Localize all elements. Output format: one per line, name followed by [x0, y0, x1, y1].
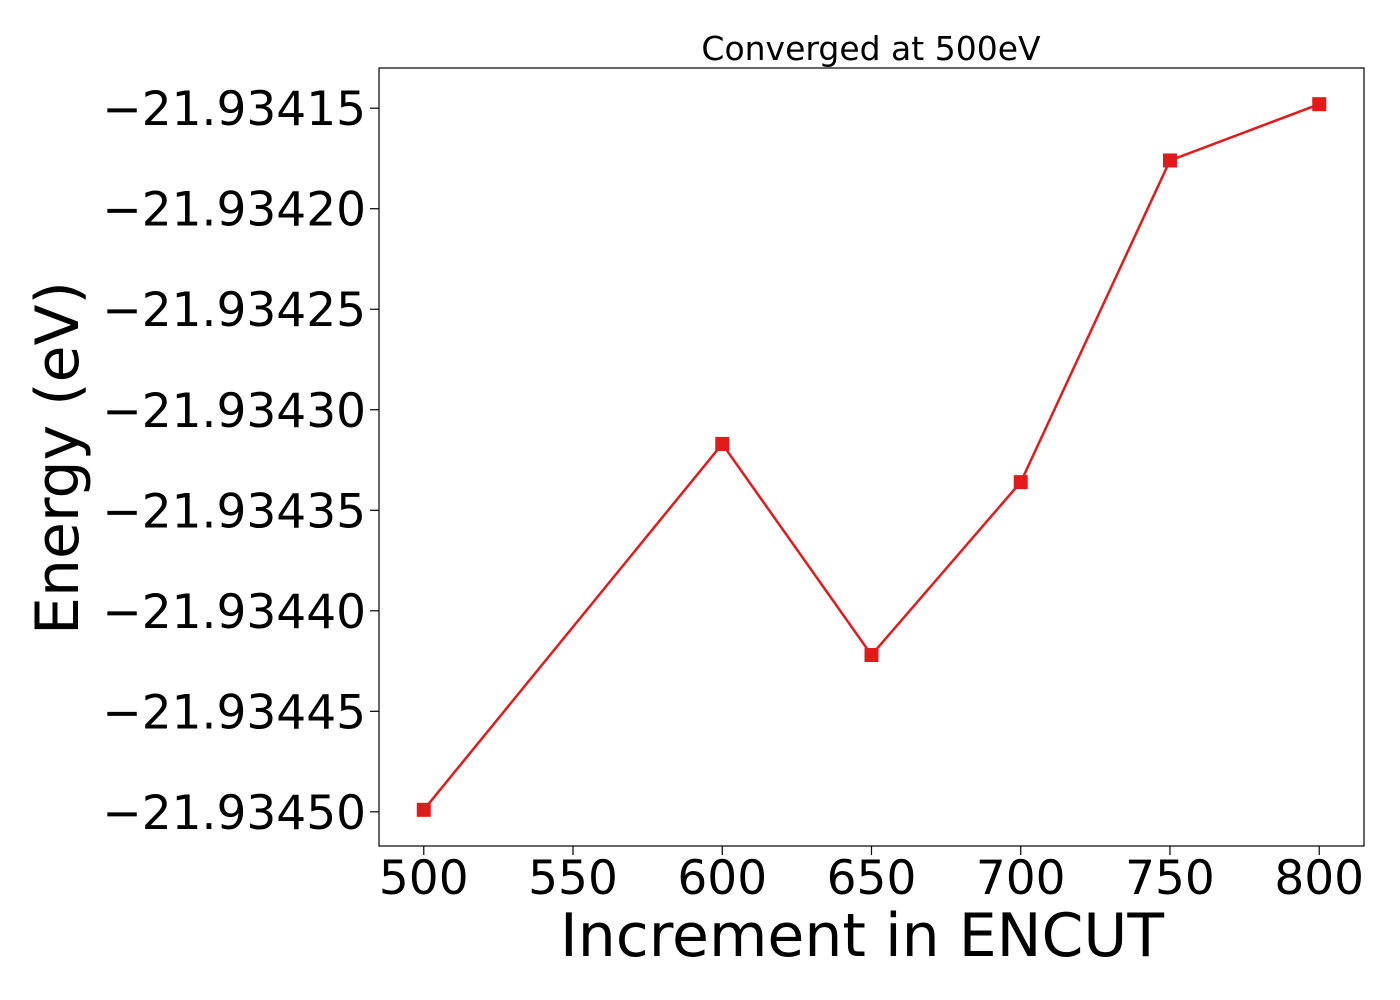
y-tick-label: −21.93440	[102, 585, 366, 640]
data-point	[1312, 97, 1327, 112]
chart-title: Converged at 500eV	[701, 29, 1041, 68]
y-tick-label: −21.93435	[102, 484, 366, 539]
x-tick-label: 600	[677, 851, 767, 906]
x-axis: 500 550 600 650 700 750 800	[379, 846, 1364, 906]
y-axis: −21.93415 −21.93420 −21.93425 −21.93430 −21.…	[102, 82, 379, 841]
y-tick-label: −21.93425	[102, 283, 366, 338]
data-point	[1013, 475, 1028, 490]
x-tick-label: 650	[827, 851, 917, 906]
y-tick-label: −21.93450	[102, 786, 366, 841]
data-point	[715, 436, 730, 451]
series-layer	[416, 97, 1327, 817]
x-tick-label: 700	[976, 851, 1066, 906]
series-line-0	[422, 103, 1320, 811]
x-tick-label: 750	[1125, 851, 1215, 906]
plot-frame	[378, 67, 1365, 847]
data-point	[416, 802, 431, 817]
x-tick-label: 550	[528, 851, 618, 906]
y-tick-label: −21.93415	[102, 82, 366, 137]
x-tick-label: 500	[379, 851, 469, 906]
data-point	[864, 648, 879, 663]
x-tick-label: 800	[1274, 851, 1364, 906]
y-tick-label: −21.93430	[102, 384, 366, 439]
data-point	[1162, 153, 1177, 168]
x-axis-label: Increment in ENCUT	[560, 901, 1164, 971]
y-tick-label: −21.93420	[102, 183, 366, 238]
y-tick-label: −21.93445	[102, 685, 366, 740]
y-axis-label: Energy (eV)	[23, 281, 93, 635]
